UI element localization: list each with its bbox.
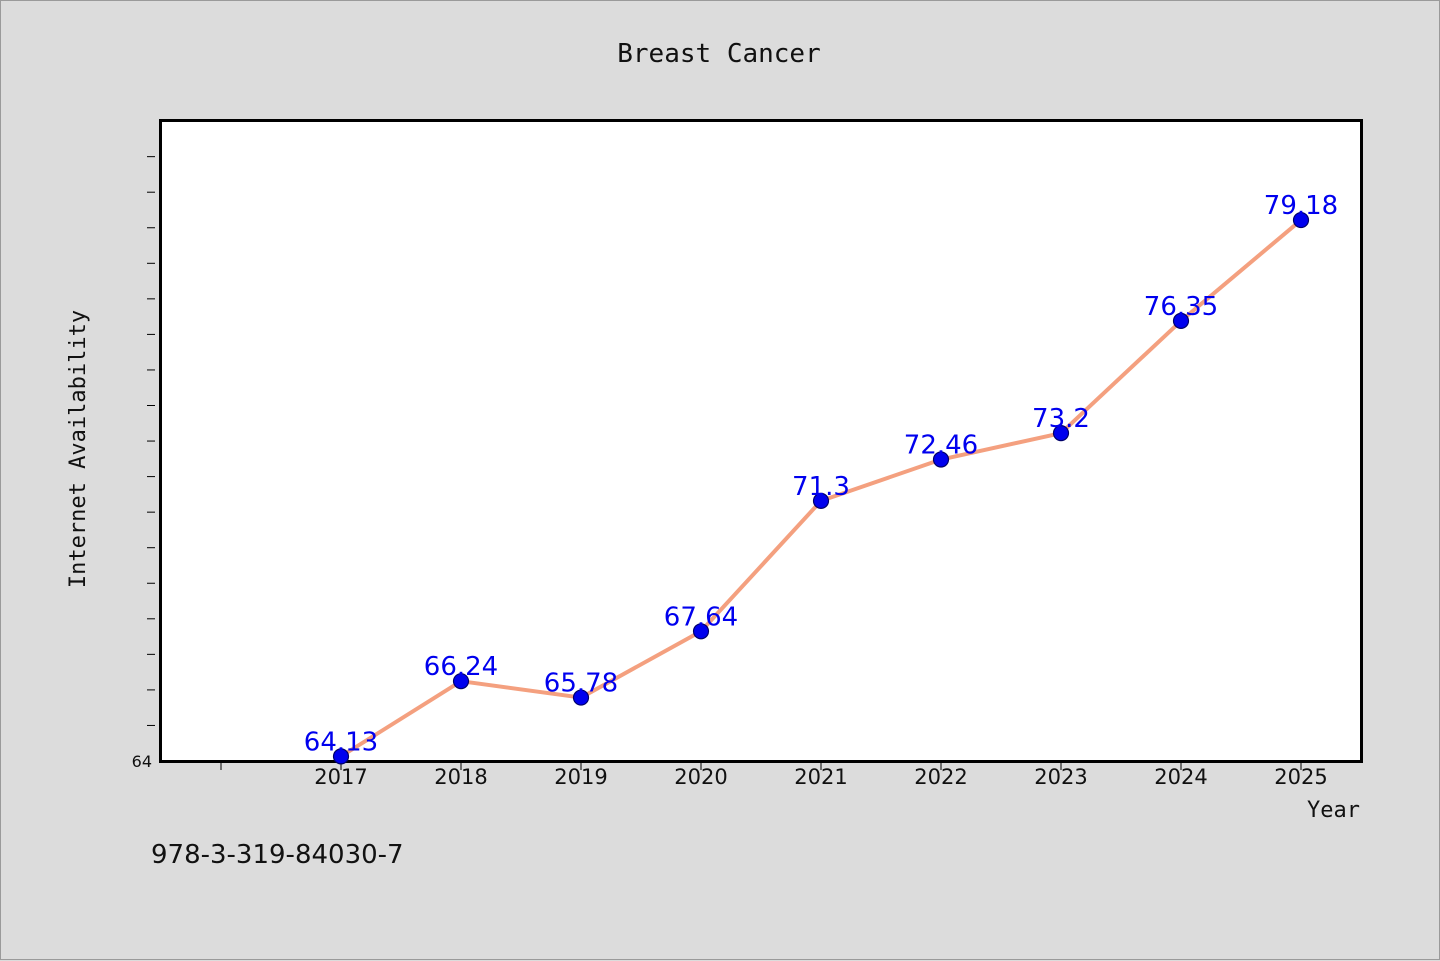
- x-tick-label: 2025: [1274, 765, 1327, 789]
- data-label: 79.18: [1264, 191, 1338, 221]
- y-axis-ticks: [147, 156, 155, 726]
- y-tick-label-min: 64: [132, 752, 152, 771]
- plot-area: [159, 119, 1363, 763]
- x-tick-label: 2023: [1034, 765, 1087, 789]
- chart-title: Breast Cancer: [617, 39, 821, 69]
- data-label: 76.35: [1144, 292, 1218, 322]
- data-point: [1052, 425, 1070, 442]
- x-axis-label: Year: [1307, 798, 1360, 823]
- x-tick-label: 2024: [1154, 765, 1207, 789]
- data-points: [332, 211, 1310, 765]
- data-point: [572, 689, 590, 706]
- x-axis-ticks: [220, 763, 1302, 770]
- data-point: [812, 492, 830, 509]
- data-point: [332, 748, 350, 765]
- data-label: 66.24: [424, 652, 498, 682]
- data-point: [452, 673, 470, 690]
- isbn-footnote: 978-3-319-84030-7: [151, 840, 404, 870]
- data-label: 65.78: [544, 669, 618, 699]
- x-tick-label: 2017: [314, 765, 367, 789]
- data-label: 64.13: [304, 727, 378, 757]
- data-label: 72.46: [904, 431, 978, 461]
- data-point: [1172, 312, 1190, 330]
- x-tick-label: 2021: [794, 765, 847, 789]
- data-label: 67.64: [664, 602, 738, 632]
- x-tick-label: 2020: [674, 765, 727, 789]
- x-tick-labels: 2017 2018 2019 2020 2021 2022 2023 2024 2025: [314, 765, 1327, 789]
- x-tick-label: 2019: [554, 765, 607, 789]
- x-tick-label: 2022: [914, 765, 967, 789]
- data-labels: 64.13 66.24 65.78 67.64 71.3 72.46 73.2 76.35 79…: [304, 191, 1338, 757]
- data-point: [932, 451, 950, 468]
- data-label: 73.2: [1032, 404, 1090, 434]
- data-label: 71.3: [792, 472, 850, 502]
- x-tick-label: 2018: [434, 765, 487, 789]
- data-point: [692, 623, 710, 640]
- y-axis-label: Internet Availability: [66, 310, 91, 588]
- data-point: [1292, 211, 1310, 229]
